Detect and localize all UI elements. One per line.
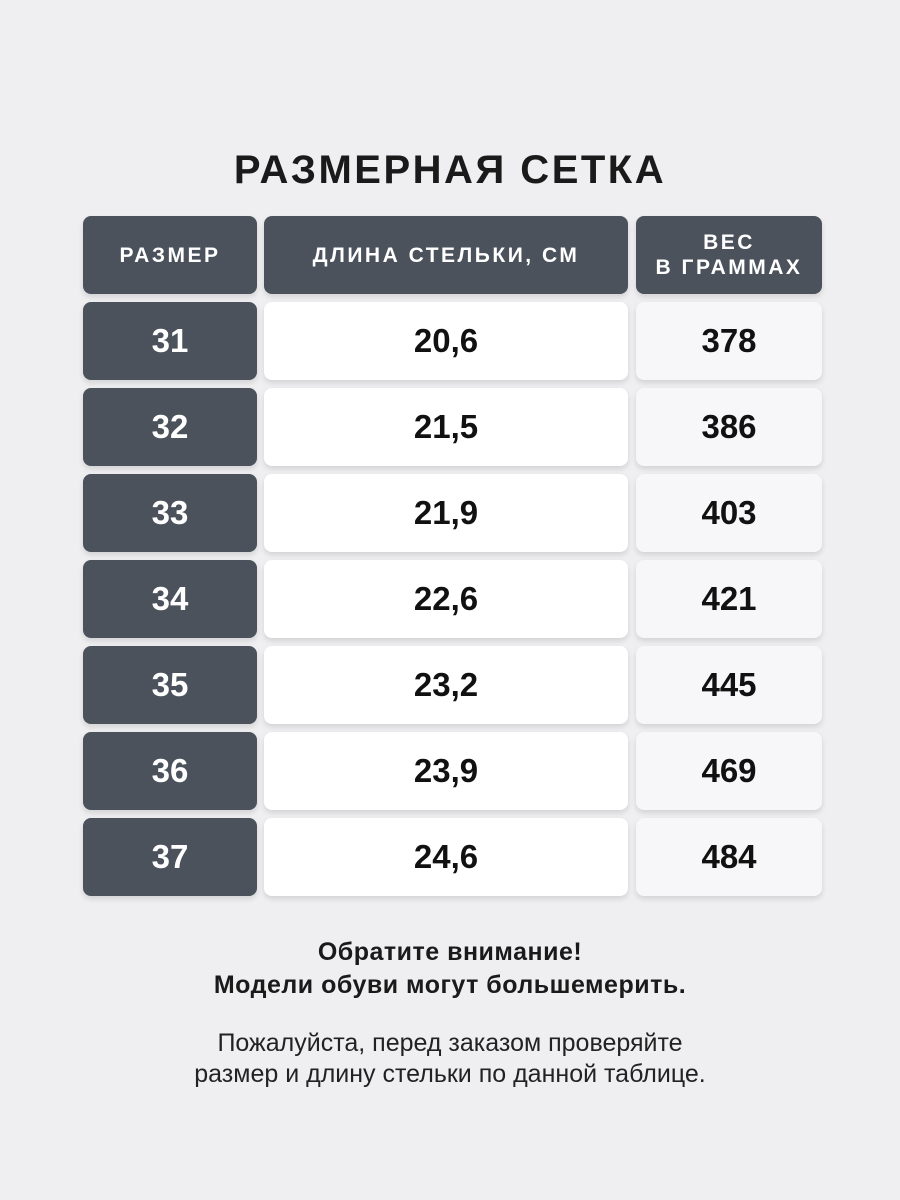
cell-weight: 378	[636, 302, 822, 380]
notice-line3: Пожалуйста, перед заказом проверяйте	[217, 1029, 683, 1057]
cell-weight: 469	[636, 732, 822, 810]
cell-length: 23,9	[264, 732, 628, 810]
header-weight-line2: В ГРАММАХ	[655, 256, 803, 279]
cell-length: 21,5	[264, 388, 628, 466]
cell-size: 32	[83, 388, 257, 466]
notice-line4: размер и длину стельки по данной таблице…	[194, 1060, 706, 1088]
cell-weight: 403	[636, 474, 822, 552]
cell-size: 33	[83, 474, 257, 552]
notice-instructions: Пожалуйста, перед заказом проверяйте раз…	[0, 1028, 900, 1090]
cell-size: 34	[83, 560, 257, 638]
notice-line1: Обратите внимание!	[317, 938, 583, 966]
header-size: РАЗМЕР	[83, 216, 257, 294]
cell-length: 23,2	[264, 646, 628, 724]
cell-weight: 445	[636, 646, 822, 724]
cell-length: 24,6	[264, 818, 628, 896]
header-weight-line1: ВЕС	[703, 231, 755, 254]
cell-weight: 484	[636, 818, 822, 896]
cell-weight: 421	[636, 560, 822, 638]
page-title: РАЗМЕРНАЯ СЕТКА	[233, 148, 667, 192]
cell-size: 35	[83, 646, 257, 724]
cell-size: 31	[83, 302, 257, 380]
header-length: ДЛИНА СТЕЛЬКИ, СМ	[264, 216, 628, 294]
cell-size: 36	[83, 732, 257, 810]
header-weight: ВЕС В ГРАММАХ	[636, 216, 822, 294]
notice-warning: Обратите внимание! Модели обуви могут бо…	[0, 936, 900, 1002]
cell-length: 20,6	[264, 302, 628, 380]
notice-line2: Модели обуви могут большемерить.	[213, 971, 687, 999]
cell-weight: 386	[636, 388, 822, 466]
cell-length: 22,6	[264, 560, 628, 638]
cell-length: 21,9	[264, 474, 628, 552]
cell-size: 37	[83, 818, 257, 896]
